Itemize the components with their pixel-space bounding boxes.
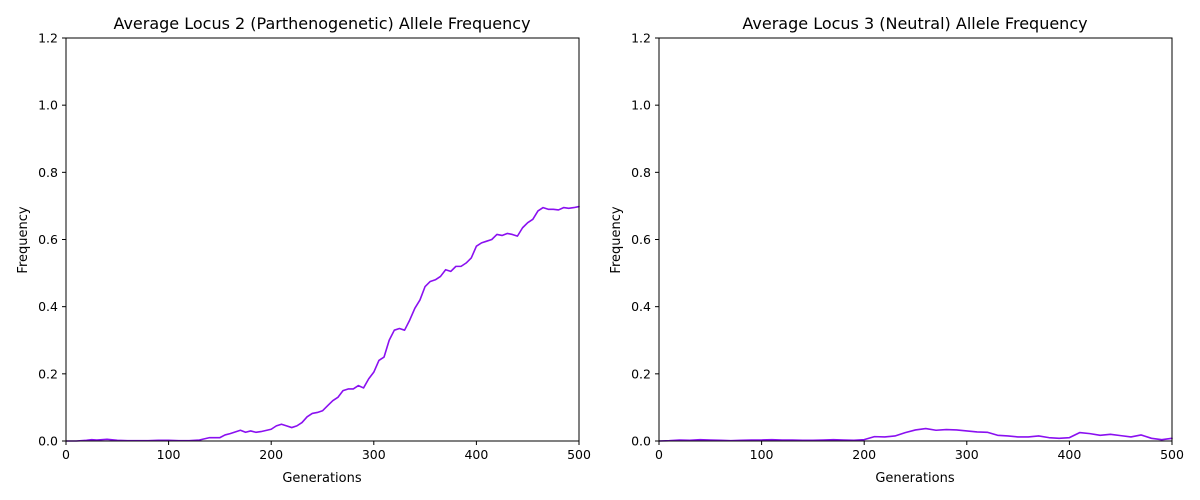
y-tick-label: 0.8 [631, 165, 651, 180]
x-tick-label: 200 [259, 447, 283, 462]
y-tick-label: 0.0 [631, 434, 651, 449]
x-tick-label: 0 [62, 447, 70, 462]
axes-frame [65, 37, 580, 442]
x-tick-label: 500 [567, 447, 591, 462]
y-tick-label: 1.2 [38, 31, 58, 46]
y-tick-label: 1.0 [631, 98, 651, 113]
x-tick-label: 0 [655, 447, 663, 462]
chart-title: Average Locus 3 (Neutral) Allele Frequen… [742, 14, 1087, 33]
plot-area [658, 427, 1173, 442]
y-tick-label: 0.6 [631, 232, 651, 247]
series-line [658, 427, 1173, 442]
y-tick-label: 1.0 [38, 98, 58, 113]
chart-title: Average Locus 2 (Parthenogenetic) Allele… [113, 14, 530, 33]
chart-locus-3: Average Locus 3 (Neutral) Allele Frequen… [609, 14, 1184, 486]
x-tick-label: 300 [362, 447, 386, 462]
y-tick-label: 0.4 [38, 299, 58, 314]
y-tick-label: 0.4 [631, 299, 651, 314]
x-tick-label: 100 [750, 447, 774, 462]
y-axis: 0.0 0.2 0.4 0.6 0.8 1.0 1.2 [38, 31, 66, 449]
y-tick-label: 0.2 [631, 366, 651, 381]
x-axis-label: Generations [875, 471, 955, 486]
y-axis-label: Frequency [16, 206, 31, 273]
y-axis-label: Frequency [609, 206, 624, 273]
x-tick-label: 400 [1057, 447, 1081, 462]
y-tick-label: 1.2 [631, 31, 651, 46]
y-tick-label: 0.0 [38, 434, 58, 449]
x-axis: 0 100 200 300 400 500 [62, 441, 591, 462]
y-axis: 0.0 0.2 0.4 0.6 0.8 1.0 1.2 [631, 31, 659, 449]
x-tick-label: 200 [852, 447, 876, 462]
x-tick-label: 300 [955, 447, 979, 462]
axes-frame [658, 37, 1173, 442]
x-tick-label: 500 [1160, 447, 1184, 462]
y-tick-label: 0.2 [38, 366, 58, 381]
x-axis: 0 100 200 300 400 500 [655, 441, 1184, 462]
y-tick-label: 0.6 [38, 232, 58, 247]
series-line [65, 205, 580, 442]
x-tick-label: 400 [464, 447, 488, 462]
chart-locus-2: Average Locus 2 (Parthenogenetic) Allele… [16, 14, 591, 486]
x-axis-label: Generations [282, 471, 362, 486]
plot-area [65, 205, 580, 442]
y-tick-label: 0.8 [38, 165, 58, 180]
x-tick-label: 100 [157, 447, 181, 462]
